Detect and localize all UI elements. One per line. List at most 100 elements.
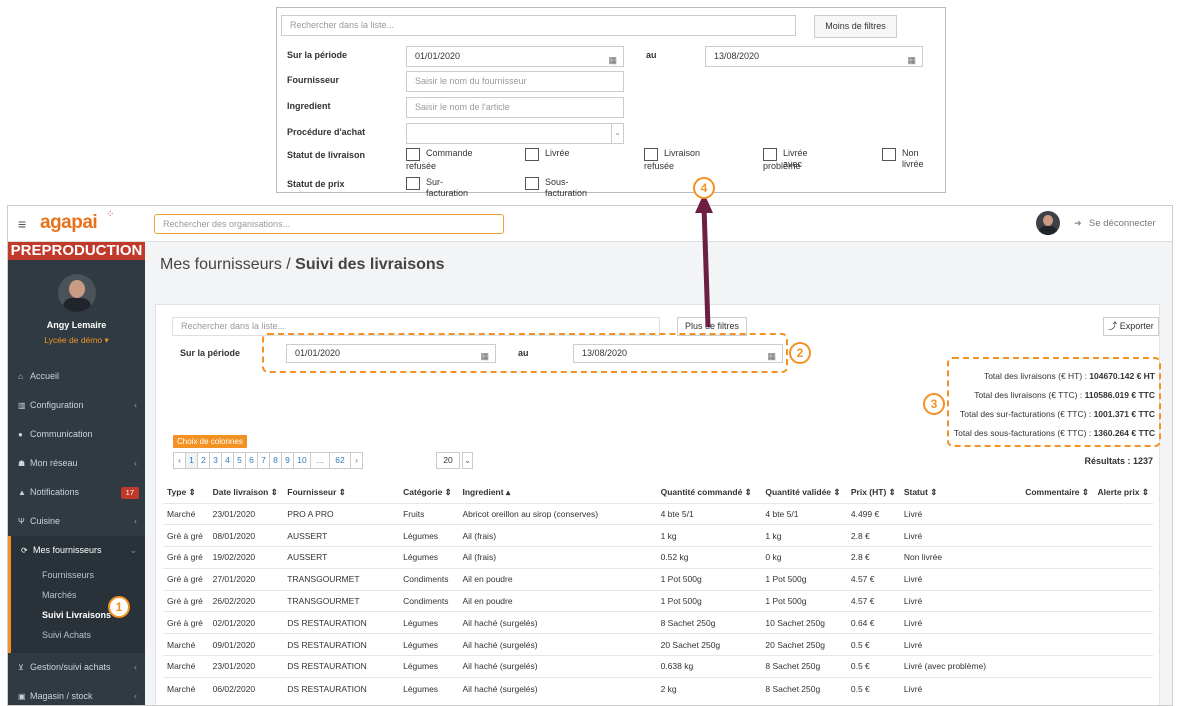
sidebar-item-mon-reseau[interactable]: ☗ Mon réseau ‹ [8, 449, 145, 478]
table-row[interactable]: Marché 23/01/2020 PRO A PRO Fruits Abricot o… [163, 502, 1153, 525]
calendar-icon[interactable]: ▦ [480, 351, 489, 361]
table-cell: Livré (avec problème) [899, 655, 999, 678]
calendar-icon[interactable]: ▦ [767, 351, 776, 361]
table-row[interactable]: Gré à gré 27/01/2020 TRANSGOURMET Condiment… [163, 567, 1153, 591]
table-row[interactable]: Gré à gré 02/01/2020 DS RESTAURATION Légume… [163, 611, 1153, 634]
table-header: Type ⇕ Date livraison ⇕ Fournisseur ⇕ Catég… [163, 483, 1153, 503]
sidebar-item-gestion-achats[interactable]: ⊻ Gestion/suivi achats ‹ [8, 653, 145, 682]
calendar-icon[interactable]: ▦ [608, 55, 617, 65]
column-header[interactable]: Date livraison ⇕ [212, 487, 278, 498]
table-cell: 06/02/2020 [208, 676, 284, 700]
column-header[interactable]: Catégorie ⇕ [403, 487, 452, 498]
table-row[interactable]: Gré à gré 19/02/2020 AUSSERT Légumes Ail (fr… [163, 546, 1153, 569]
table-cell [1093, 633, 1153, 656]
logo-dots-icon: ⁘ [106, 209, 115, 220]
table-cell: 02/01/2020 [208, 611, 284, 634]
popup-date-to-input[interactable]: 13/08/2020 ▦ [705, 46, 923, 67]
column-header[interactable]: Statut ⇕ [903, 487, 938, 498]
table-cell: 1 Pot 500g [761, 567, 847, 591]
sidebar-sub-suivi-achats[interactable]: Suivi Achats [42, 630, 92, 640]
table-cell: Ail haché (surgelés) [458, 676, 657, 700]
sidebar-item-communication[interactable]: ● Communication [8, 420, 145, 449]
sidebar-item-cuisine[interactable]: Ψ Cuisine ‹ [8, 507, 145, 536]
callout-3: 3 [923, 393, 945, 415]
page-button[interactable]: 8 [269, 452, 282, 469]
column-header[interactable]: Fournisseur ⇕ [287, 487, 346, 498]
procedure-select[interactable]: ⌄ [406, 123, 624, 144]
column-header[interactable]: Type ⇕ [167, 487, 196, 498]
logout-icon[interactable]: ➜ [1074, 218, 1082, 228]
app-window: ≡ agapai ⁘ Rechercher des organisations.… [7, 205, 1173, 706]
page-size-select[interactable]: 20 [436, 452, 460, 469]
logout-link[interactable]: Se déconnecter [1089, 218, 1156, 229]
column-header[interactable]: Ingredient ▴ [462, 487, 511, 498]
table-cell: Gré à gré [163, 589, 209, 612]
user-avatar[interactable] [1036, 211, 1060, 235]
page-button[interactable]: 10 [293, 452, 311, 469]
ingredient-input[interactable]: Saisir le nom de l'article [406, 97, 624, 118]
table-cell: Livré [899, 633, 999, 656]
chevron-down-icon[interactable]: ⌄ [462, 452, 473, 469]
chat-icon: ● [18, 430, 23, 439]
columns-button[interactable]: Choix de colonnes [173, 435, 247, 448]
to-label: au [518, 348, 529, 358]
column-header[interactable]: Commentaire ⇕ [1025, 487, 1089, 498]
table-row[interactable]: Gré à gré 26/02/2020 TRANSGOURMET Condiment… [163, 589, 1153, 612]
total-ttc: Total des livraisons (€ TTC) : 110586.01… [974, 390, 1155, 400]
more-filters-button[interactable]: Plus de filtres [677, 317, 747, 336]
page-button[interactable]: ... [310, 452, 330, 469]
table-cell: 26/02/2020 [208, 589, 284, 612]
less-filters-button[interactable]: Moins de filtres [814, 15, 897, 38]
table-cell: Marché [163, 676, 209, 700]
table-row[interactable]: Marché 09/01/2020 DS RESTAURATION Légumes Ai… [163, 633, 1153, 656]
sidebar-sub-fournisseurs[interactable]: Fournisseurs [42, 570, 95, 580]
popup-date-from-input[interactable]: 01/01/2020 ▦ [406, 46, 624, 67]
column-header[interactable]: Prix (HT) ⇕ [850, 487, 896, 498]
supplier-input[interactable]: Saisir le nom du fournisseur [406, 71, 624, 92]
sidebar-item-notifications[interactable]: ▲ Notifications 17 [8, 478, 145, 507]
school-selector[interactable]: Lycée de démo ▾ [44, 335, 109, 345]
table-row[interactable]: Marché 23/01/2020 DS RESTAURATION Légumes Ai… [163, 655, 1153, 678]
breadcrumb-parent[interactable]: Mes fournisseurs [160, 256, 282, 273]
chevron-left-icon: ‹ [134, 458, 137, 468]
popup-to-label: au [646, 50, 657, 60]
export-button[interactable]: ⤴ Exporter [1103, 317, 1159, 336]
ingredient-label: Ingredient [287, 101, 331, 111]
menu-toggle-icon[interactable]: ≡ [18, 216, 27, 232]
table-row[interactable]: Marché 06/02/2020 DS RESTAURATION Légumes Ai… [163, 676, 1153, 700]
popup-search-input[interactable]: Rechercher dans la liste... [281, 15, 796, 36]
list-search-input[interactable]: Rechercher dans la liste... [172, 317, 660, 336]
date-from-input[interactable]: 01/01/2020 ▦ [286, 344, 496, 363]
users-icon: ☗ [18, 459, 26, 468]
deliveries-card: Rechercher dans la liste... Plus de filt… [155, 304, 1161, 705]
org-search-input[interactable]: Rechercher des organisations... [154, 214, 504, 234]
page-button[interactable]: 62 [329, 452, 351, 469]
page-button[interactable]: 7 [257, 452, 270, 469]
sidebar-item-configuration[interactable]: ▥ Configuration ‹ [8, 391, 145, 420]
table-cell [998, 546, 1093, 569]
table-cell: 8 Sachet 250g [656, 611, 762, 634]
page-button[interactable]: ‹ [173, 452, 186, 469]
table-row[interactable]: Gré à gré 08/01/2020 AUSSERT Légumes Ail (fr… [163, 524, 1153, 547]
sidebar-item-mes-fournisseurs[interactable]: ⟳ Mes fournisseurs ⌄ [8, 536, 145, 565]
calendar-icon[interactable]: ▦ [907, 55, 916, 65]
column-header[interactable]: Quantité validée ⇕ [765, 487, 841, 498]
date-to-input[interactable]: 13/08/2020 ▦ [573, 344, 783, 363]
sidebar-item-magasin[interactable]: ▣ Magasin / stock ‹ [8, 682, 145, 705]
bell-icon: ▲ [18, 488, 26, 497]
column-header[interactable]: Alerte prix ⇕ [1097, 487, 1149, 498]
column-header[interactable]: Quantité commandé ⇕ [660, 487, 752, 498]
table-cell: Marché [163, 655, 209, 678]
sidebar-sub-marches[interactable]: Marchés [42, 590, 77, 600]
sidebar-sub-suivi-livraisons[interactable]: Suivi Livraisons [42, 610, 112, 620]
chevron-down-icon: ⌄ [611, 124, 623, 143]
sidebar: PREPRODUCTION Angy Lemaire Lycée de démo… [8, 242, 145, 705]
callout-arrow [695, 193, 713, 328]
supplier-label: Fournisseur [287, 75, 340, 85]
page-button[interactable]: 5 [233, 452, 246, 469]
table-cell: 20 Sachet 250g [656, 633, 762, 656]
brand-logo[interactable]: agapai [40, 212, 98, 233]
table-cell: Livré [899, 676, 999, 700]
sidebar-item-accueil[interactable]: ⌂ Accueil [8, 362, 145, 391]
page-button[interactable]: › [350, 452, 363, 469]
